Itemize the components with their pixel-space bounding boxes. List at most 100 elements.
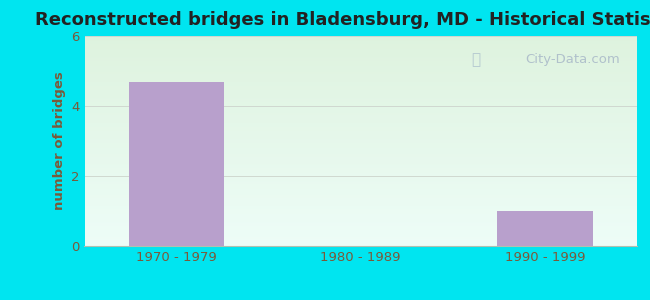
Bar (84, 99, 637, 100)
Bar (84, 241, 637, 242)
Bar (84, 210, 637, 211)
Bar (84, 229, 637, 230)
Bar (84, 224, 637, 225)
Bar (84, 218, 637, 219)
Bar (84, 221, 637, 222)
Bar (84, 101, 637, 102)
Bar (84, 189, 637, 190)
Title: Reconstructed bridges in Bladensburg, MD - Historical Statistics: Reconstructed bridges in Bladensburg, MD… (35, 11, 650, 29)
Bar (84, 154, 637, 155)
Bar (84, 72, 637, 73)
Bar (84, 104, 637, 105)
Bar (84, 227, 637, 228)
Bar (84, 107, 637, 108)
Bar (84, 182, 637, 183)
Bar (84, 56, 637, 57)
Bar (84, 183, 637, 184)
Bar (84, 185, 637, 186)
Bar (84, 165, 637, 166)
Bar (84, 118, 637, 119)
Bar (84, 208, 637, 209)
Bar (84, 36, 637, 37)
Bar (84, 63, 637, 64)
Bar (84, 133, 637, 134)
Bar (84, 245, 637, 246)
Bar (84, 171, 637, 172)
Bar (84, 57, 637, 58)
Bar (84, 225, 637, 226)
Bar (84, 114, 637, 115)
Bar (84, 95, 637, 96)
Bar (84, 219, 637, 220)
Bar (84, 194, 637, 195)
Bar (84, 222, 637, 223)
Bar (84, 136, 637, 137)
Bar (84, 87, 637, 88)
Bar (84, 100, 637, 101)
Bar (84, 159, 637, 160)
Bar (84, 158, 637, 159)
Bar (84, 88, 637, 89)
Bar (84, 223, 637, 224)
Bar (84, 190, 637, 191)
Bar (84, 37, 637, 38)
Bar (84, 209, 637, 210)
Bar (84, 103, 637, 104)
Bar (84, 184, 637, 185)
Bar (84, 105, 637, 106)
Bar (84, 149, 637, 150)
Bar (84, 44, 637, 45)
Bar (84, 67, 637, 68)
Bar (84, 150, 637, 151)
Bar (84, 47, 637, 48)
Bar (84, 132, 637, 133)
Bar (84, 203, 637, 204)
Bar (84, 187, 637, 188)
Bar (84, 141, 637, 142)
Bar (84, 198, 637, 199)
Bar (84, 96, 637, 97)
Bar (84, 153, 637, 154)
Bar (84, 68, 637, 69)
Bar (84, 238, 637, 239)
Bar (84, 79, 637, 80)
Bar (84, 230, 637, 231)
Bar (84, 180, 637, 181)
Bar (84, 39, 637, 40)
Bar (84, 197, 637, 198)
Bar (84, 143, 637, 144)
Bar (84, 201, 637, 202)
Bar (84, 69, 637, 70)
Bar (84, 98, 637, 99)
Bar (84, 233, 637, 234)
Bar (84, 239, 637, 240)
Bar (84, 93, 637, 94)
Bar (84, 137, 637, 138)
Bar (84, 51, 637, 52)
Bar (84, 84, 637, 85)
Bar (84, 62, 637, 63)
Text: City-Data.com: City-Data.com (526, 53, 620, 66)
Bar (84, 116, 637, 117)
Bar (84, 130, 637, 131)
Bar (84, 174, 637, 175)
Bar (84, 200, 637, 201)
Bar (84, 237, 637, 238)
Bar (84, 113, 637, 114)
Bar (84, 226, 637, 227)
Bar (84, 231, 637, 232)
Bar (84, 89, 637, 90)
Bar (84, 121, 637, 122)
Bar (84, 160, 637, 161)
Bar (84, 86, 637, 87)
Bar (84, 152, 637, 153)
Bar (84, 146, 637, 147)
Bar (129, 82, 224, 246)
Bar (84, 50, 637, 51)
Bar (84, 102, 637, 103)
Bar (84, 134, 637, 135)
Bar (84, 170, 637, 171)
Bar (84, 81, 637, 82)
Bar (84, 244, 637, 245)
Bar (84, 242, 637, 243)
